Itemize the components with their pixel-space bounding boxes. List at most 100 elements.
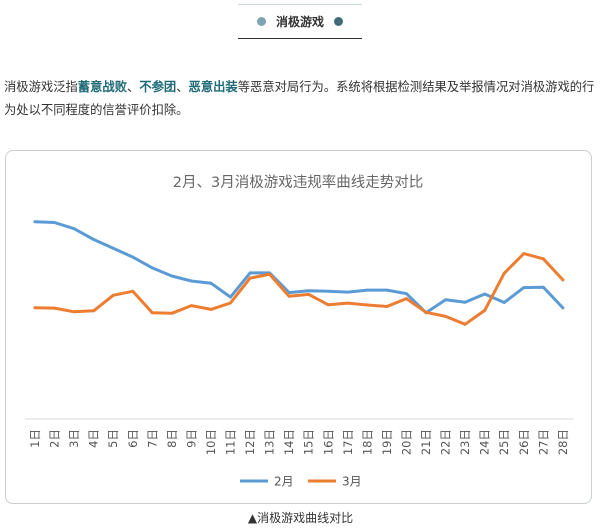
data-point <box>287 294 291 298</box>
intro-highlight-3: 恶意出装 <box>188 80 238 94</box>
intro-highlight-1: 蓄意战败 <box>77 80 127 94</box>
section-header: 消极游戏 <box>238 4 362 39</box>
x-tick-label: 7日 <box>145 429 159 448</box>
intro-paragraph: 消极游戏泛指蓄意战败、不参团、恶意出装等恶意对局行为。系统将根据检测结果及举报情… <box>4 76 597 122</box>
data-point <box>541 257 545 261</box>
dot-left-icon <box>256 17 266 26</box>
x-tick-label: 16日 <box>321 429 335 455</box>
legend-label: 3月 <box>342 475 362 489</box>
data-point <box>150 266 154 270</box>
data-point <box>170 311 174 315</box>
data-point <box>366 303 369 307</box>
data-point <box>326 289 330 293</box>
data-point <box>346 301 350 305</box>
data-point <box>463 300 467 304</box>
data-point <box>561 306 565 310</box>
data-point <box>366 288 369 292</box>
x-tick-label: 13日 <box>263 429 277 455</box>
series-line-1 <box>33 220 565 315</box>
x-tick-label: 24日 <box>478 429 492 455</box>
data-point <box>229 301 232 305</box>
data-point <box>248 271 252 275</box>
legend-label: 2月 <box>274 475 294 489</box>
data-point <box>111 293 115 297</box>
data-point <box>72 227 76 231</box>
intro-text: 消极游戏泛指 <box>4 80 78 94</box>
series-line-2 <box>33 252 565 326</box>
x-tick-label: 27日 <box>536 429 550 455</box>
x-tick-label: 1日 <box>28 429 42 448</box>
data-point <box>92 238 96 241</box>
chart-card: 2月、3月消极游戏违规率曲线走势对比 1日 2日 3日 4日 5日 6日 7日 8日 9日 10日… <box>5 150 592 504</box>
data-point <box>131 289 135 293</box>
data-point <box>405 292 408 295</box>
x-tick-label: 5日 <box>106 429 120 448</box>
data-point <box>502 271 506 275</box>
data-point <box>463 322 467 326</box>
x-tick-label: 9日 <box>184 429 198 448</box>
section-title: 消极游戏 <box>275 15 324 29</box>
data-point <box>209 281 213 285</box>
data-point <box>53 306 56 310</box>
x-tick-label: 10日 <box>204 429 218 455</box>
data-point <box>483 292 487 296</box>
x-tick-label: 12日 <box>243 429 257 455</box>
figure-caption: ▲消极游戏曲线对比 <box>247 511 354 525</box>
x-tick-label: 14日 <box>282 429 296 455</box>
intro-text: 等恶意对局行为。系统将根据检测结果及举报情况对消极游戏的行为处以不同程度的信誉评… <box>4 80 595 117</box>
dot-right-icon <box>334 17 343 26</box>
x-tick-label: 22日 <box>439 429 453 455</box>
x-tick-label: 19日 <box>380 429 394 455</box>
x-tick-label: 4日 <box>87 429 101 448</box>
data-point <box>72 310 76 314</box>
data-point <box>444 298 447 302</box>
data-point <box>92 309 96 313</box>
data-point <box>229 295 232 299</box>
data-point <box>405 297 408 300</box>
data-point <box>170 274 174 278</box>
x-tick-label: 17日 <box>341 429 355 455</box>
x-tick-label: 6日 <box>126 429 140 448</box>
intro-text: 、 <box>176 80 189 94</box>
data-point <box>502 301 506 304</box>
data-point <box>385 288 389 292</box>
x-tick-label: 21日 <box>419 429 433 455</box>
x-tick-label: 11日 <box>224 429 238 455</box>
data-point <box>53 221 56 224</box>
data-point <box>561 278 565 282</box>
chart-title: 2月、3月消极游戏违规率曲线走势对比 <box>173 174 423 191</box>
x-tick-label: 8日 <box>165 429 179 448</box>
data-point <box>522 252 526 255</box>
data-point <box>190 304 193 307</box>
x-tick-label: 26日 <box>517 429 531 455</box>
data-point <box>190 279 193 283</box>
data-point <box>424 310 428 314</box>
x-tick-label: 20日 <box>399 429 413 455</box>
data-point <box>209 308 213 311</box>
data-point <box>444 315 447 318</box>
data-point <box>522 286 526 289</box>
x-tick-label: 15日 <box>302 429 316 455</box>
data-point <box>131 255 135 259</box>
data-point <box>268 272 271 276</box>
x-tick-label: 3日 <box>67 429 81 448</box>
x-tick-label: 23日 <box>458 429 472 455</box>
intro-highlight-2: 不参团 <box>139 80 177 94</box>
x-tick-label: 18日 <box>360 429 374 455</box>
x-tick-label: 28日 <box>556 429 570 455</box>
data-point <box>33 220 37 224</box>
data-point <box>307 289 311 293</box>
data-point <box>483 309 487 312</box>
data-point <box>326 303 330 307</box>
data-point <box>385 305 389 308</box>
data-point <box>346 290 350 294</box>
data-point <box>307 293 311 296</box>
x-tick-label: 2日 <box>48 429 62 448</box>
line-chart: 2月、3月消极游戏违规率曲线走势对比 1日 2日 3日 4日 5日 6日 7日 8日 9日 10日… <box>25 174 573 489</box>
data-point <box>111 246 115 250</box>
intro-text: 、 <box>127 80 140 94</box>
data-point <box>33 306 37 310</box>
x-tick-label: 25日 <box>497 429 511 455</box>
data-point <box>248 276 252 280</box>
data-point <box>541 285 545 289</box>
